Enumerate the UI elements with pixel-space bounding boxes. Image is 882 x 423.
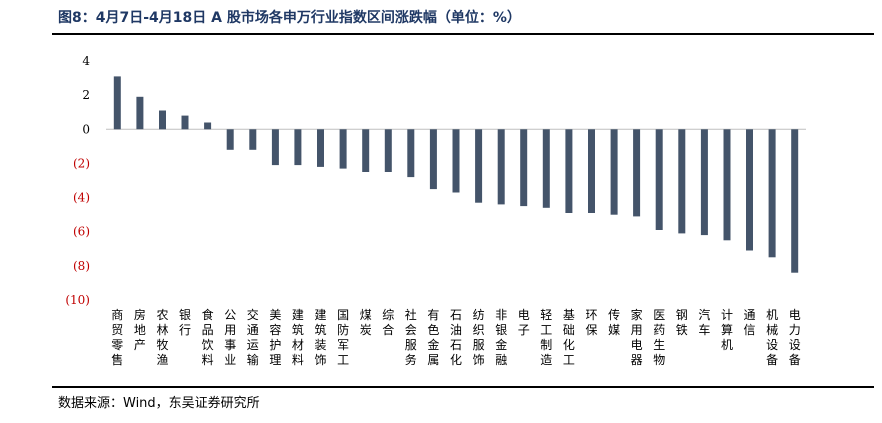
x-axis-labels: 商贸零售房地产农林牧渔银行食品饮料公用事业交通运输美容护理建筑材料建筑装饰国防军… [111,307,800,367]
bar-29 [746,129,753,251]
y-tick-label: (6) [73,225,90,239]
bar-12 [362,129,370,172]
x-category-label: 基础化工 [563,308,575,367]
bar-11 [339,129,347,169]
x-category-label: 家用电器 [631,307,643,367]
x-category-label: 纺织服饰 [473,308,485,367]
y-tick-label: (2) [73,156,90,170]
bottom-rule [52,386,874,388]
bar-27 [700,129,708,236]
x-category-label: 建筑材料 [292,308,304,367]
x-category-label: 石油石化 [450,308,462,367]
bar-21 [565,129,573,213]
x-category-label: 钢铁 [676,308,688,337]
y-tick-label: 0 [82,122,90,136]
x-category-label: 环保 [585,308,597,337]
x-category-label: 美容护理 [269,308,281,367]
x-category-label: 非银金融 [495,308,507,367]
x-category-label: 轻工制造 [540,308,552,367]
x-category-label: 国防军工 [337,308,349,367]
x-category-label: 银行 [179,308,191,337]
bar-3 [159,110,166,130]
bar-5 [204,122,212,130]
bar-24 [633,129,641,217]
x-category-label: 商贸零售 [111,307,123,367]
bar-17 [475,129,483,203]
bar-28 [723,129,731,241]
y-tick-label: (10) [65,293,90,307]
bar-13 [384,129,392,172]
x-category-label: 建筑装饰 [314,308,326,367]
bar-19 [520,129,528,207]
y-tick-label: 2 [82,88,90,102]
bar-22 [588,129,595,213]
x-category-label: 公用事业 [224,308,236,367]
bar-30 [768,129,776,258]
x-category-label: 交通运输 [247,307,259,367]
bar-6 [226,129,234,150]
bar-26 [678,129,686,234]
x-category-label: 传媒 [608,307,620,337]
x-category-label: 农林牧渔 [156,308,168,367]
bar-8 [271,129,279,166]
x-category-label: 电力设备 [789,308,801,367]
x-category-label: 煤炭 [360,308,372,337]
x-category-label: 医药生物 [653,308,665,367]
y-tick-label: (8) [73,259,90,273]
x-category-label: 电子 [518,308,530,337]
y-tick-label: (4) [73,191,90,205]
top-rule [52,33,874,35]
y-tick-label: 4 [82,54,90,68]
bar-23 [610,129,618,215]
x-category-label: 综合 [382,308,394,337]
x-category-label: 计算机 [721,308,733,352]
bar-25 [655,129,663,230]
x-category-label: 有色金属 [427,308,439,367]
bar-7 [249,129,257,150]
bars [113,76,799,273]
bar-1 [113,76,121,130]
bar-9 [294,129,302,166]
x-category-label: 房地产 [134,307,146,352]
x-category-label: 汽车 [698,307,710,337]
bar-16 [452,129,460,193]
y-axis-ticks: 4 2 0 (2) (4) (6) (8) (10) [65,54,90,307]
x-category-label: 社会服务 [405,307,417,367]
bar-2 [136,96,144,130]
bar-15 [429,129,437,190]
bar-18 [497,129,505,205]
bar-4 [181,115,189,130]
bar-14 [407,129,415,178]
bar-31 [791,129,799,273]
x-category-label: 机械设备 [766,308,778,367]
x-category-label: 食品饮料 [202,307,214,367]
source-note: 数据来源：Wind，东吴证券研究所 [58,396,260,411]
x-category-label: 通信 [743,308,755,337]
bar-10 [317,129,324,167]
bar-20 [542,129,550,208]
figure-title: 图8：4月7日-4月18日 A 股市场各申万行业指数区间涨跌幅（单位：%） [58,10,521,26]
